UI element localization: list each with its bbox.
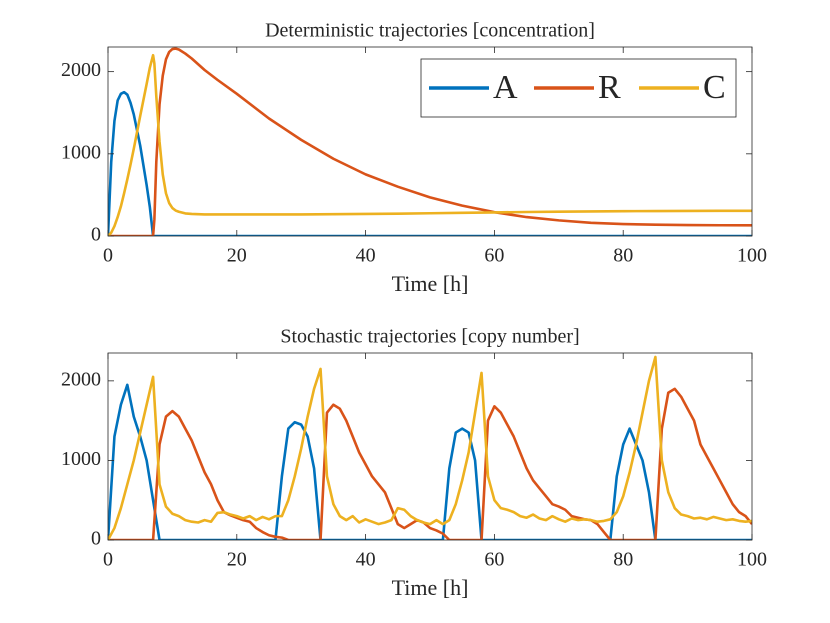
axes-frame (107, 46, 753, 237)
x-tick-label: 80 (613, 549, 633, 571)
series-line (108, 47, 752, 236)
series-line (108, 53, 752, 236)
y-tick-label: 1000 (61, 448, 101, 470)
x-tick-label: 60 (484, 549, 504, 571)
series-line (108, 90, 752, 236)
y-tick-label: 0 (91, 528, 101, 550)
x-tick-label: 100 (737, 549, 767, 571)
x-tick-label: 100 (737, 245, 767, 267)
x-tick-label: 20 (227, 245, 247, 267)
x-tick-label: 0 (103, 245, 113, 267)
legend-label: C (703, 69, 726, 106)
y-tick-label: 2000 (61, 368, 101, 390)
legend-label: A (493, 69, 518, 106)
x-axis-label: Time [h] (392, 575, 469, 600)
axes-frame (107, 352, 753, 541)
legend-label: R (598, 69, 621, 106)
series-line (108, 387, 752, 540)
chart-title: Deterministic trajectories [concentratio… (265, 20, 595, 42)
series-line (108, 355, 752, 540)
x-tick-label: 40 (356, 549, 376, 571)
y-tick-label: 1000 (61, 141, 101, 163)
y-tick-label: 0 (91, 224, 101, 246)
y-tick-label: 2000 (61, 59, 101, 81)
plot-area (108, 353, 752, 540)
x-tick-label: 40 (356, 245, 376, 267)
x-tick-label: 80 (613, 245, 633, 267)
x-tick-label: 0 (103, 549, 113, 571)
x-axis-label: Time [h] (392, 271, 469, 296)
x-tick-label: 60 (484, 245, 504, 267)
series-line (108, 383, 752, 540)
x-tick-label: 20 (227, 549, 247, 571)
chart-title: Stochastic trajectories [copy number] (280, 326, 579, 348)
